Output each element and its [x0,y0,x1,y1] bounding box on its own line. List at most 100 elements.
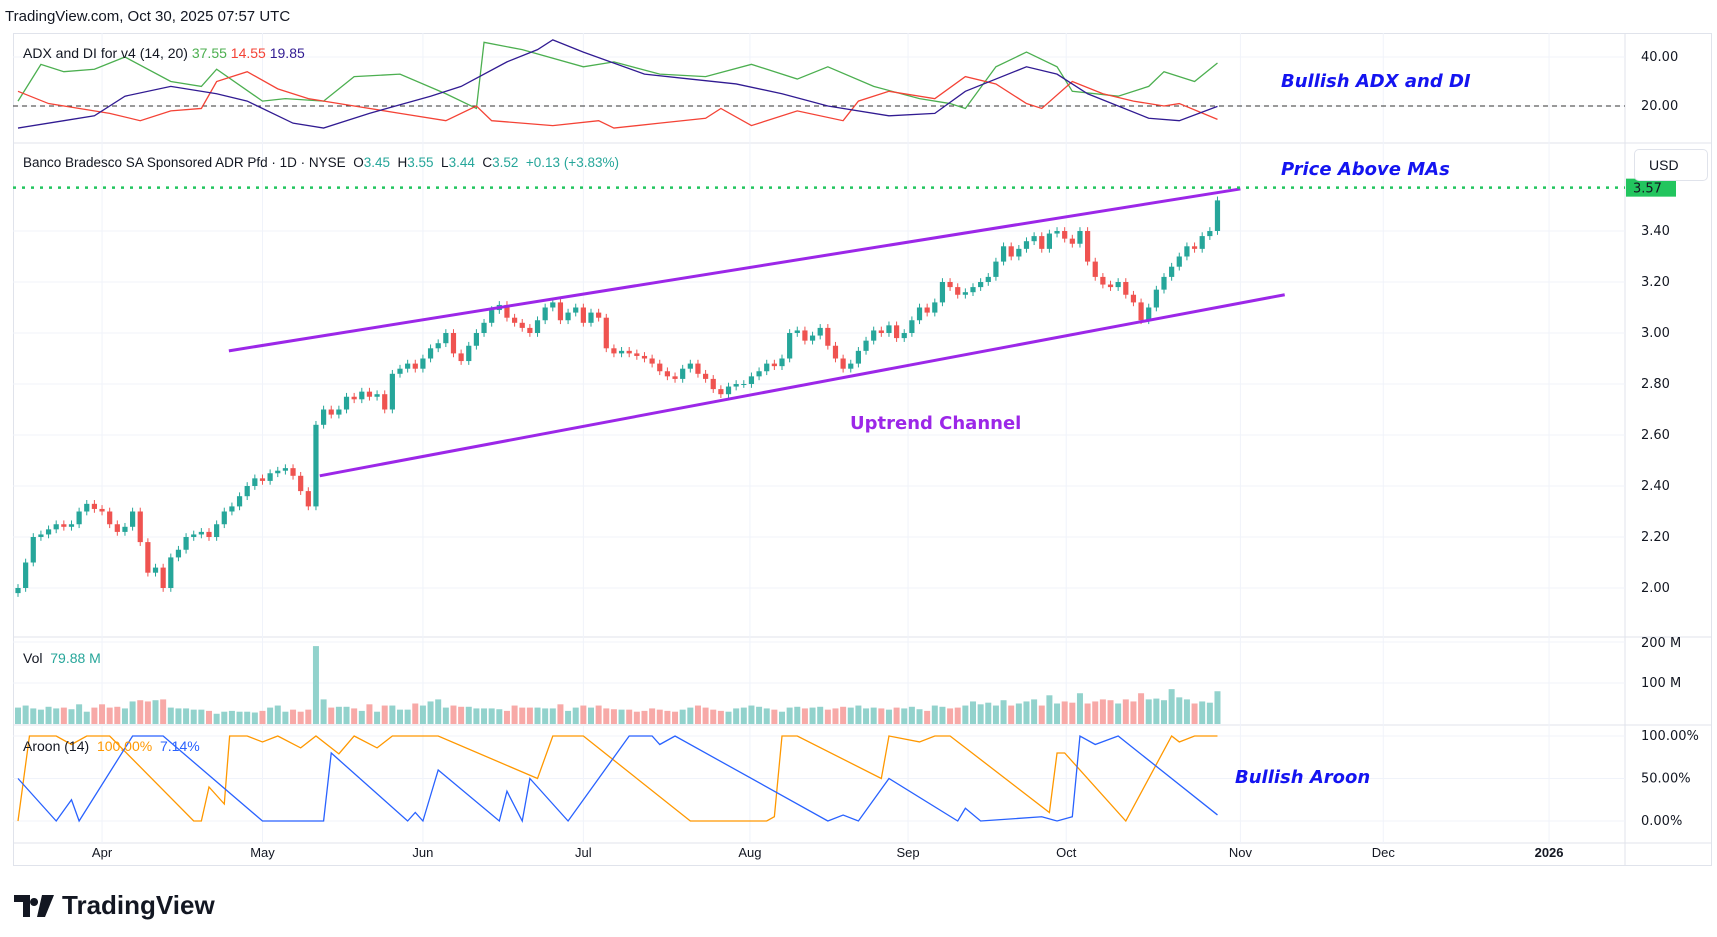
candle-body [359,391,365,400]
candle-body [840,358,846,369]
candle-body [328,409,334,415]
candle-body [1062,231,1068,239]
volume-bar [580,705,587,724]
volume-legend[interactable]: Vol 79.88 M [23,650,101,666]
volume-bar [458,706,465,724]
volume-bar [106,707,113,724]
volume-bar [343,706,350,724]
adx-tick-label: 40.00 [1641,50,1678,65]
candle-body [1046,233,1052,249]
candle-body [412,363,418,369]
volume-bar [572,707,579,724]
candle-body [741,384,747,385]
volume-bar [366,704,373,724]
volume-bar [144,701,151,724]
volume-bar [1038,705,1045,724]
candle-body [236,496,243,507]
candle-body [718,389,724,395]
candle-body [932,302,938,313]
x-tick-label: Apr [92,845,113,860]
candle-body [1176,256,1182,267]
volume-bar [725,711,732,724]
adx-legend[interactable]: ADX and DI for v4 (14, 20) 37.55 14.55 1… [23,45,305,61]
volume-bar [962,705,969,724]
candle-body [764,363,770,372]
high-label: H [397,155,408,170]
candle-body [611,348,617,354]
volume-bar [427,701,434,724]
candle-body [573,307,579,313]
volume-bar [282,711,289,724]
candle-body [641,355,648,359]
candle-body [886,325,892,333]
candle-body [366,391,373,397]
candle-body [817,327,823,336]
aroon-legend[interactable]: Aroon (14) 100.00% 7.14% [23,738,200,754]
candle-body [1214,200,1221,231]
price-tick-label: 3.20 [1641,275,1670,290]
x-tick-label: Nov [1229,845,1253,860]
candle-body [275,470,281,474]
candle-body [473,333,479,346]
volume-bar [1084,703,1091,724]
volume-bar [297,711,304,724]
volume-bar [114,706,121,724]
candle-body [458,353,464,362]
volume-bar [1191,703,1198,724]
volume-bar [137,700,144,724]
volume-bar [381,705,388,724]
volume-bar [717,710,724,724]
candle-body [229,506,235,512]
volume-bar [290,709,297,724]
low-value: 3.44 [448,155,475,170]
candle-body [382,394,388,410]
candle-body [1008,246,1014,257]
candle-body [1153,289,1159,308]
volume-bar [1069,702,1076,724]
volume-bar [305,709,312,724]
volume-bar [740,707,747,724]
volume-bar [259,710,266,724]
volume-bar [733,708,740,724]
candle-body [680,368,686,379]
candle-body [61,524,67,527]
volume-bar [1054,703,1061,724]
volume-bar [496,709,503,724]
candle-body [703,373,709,379]
candle-body [1016,248,1022,257]
aroon-up-line [17,735,1218,823]
volume-bar [1076,693,1083,724]
candle-body [970,287,976,293]
volume-bar [603,708,610,724]
candle-body [710,378,716,390]
aroon-tick-label: 0.00% [1641,814,1682,829]
volume-bar [588,707,594,724]
candle-body [160,567,166,588]
candle-body [1107,284,1114,288]
volume-bar [756,706,763,724]
tradingview-logo-icon [14,894,54,917]
change-value: +0.13 (+3.83%) [525,155,619,170]
candle-body [588,312,594,323]
tradingview-logo[interactable]: TradingView [14,890,215,921]
candle-body [130,511,136,527]
volume-bar [99,704,106,724]
volume-bar [1122,699,1129,724]
high-value: 3.55 [407,155,434,170]
candle-body [779,358,785,367]
volume-bar [748,705,755,724]
volume-bar [801,708,808,724]
volume-bar [1145,699,1152,724]
price-legend[interactable]: Banco Bradesco SA Sponsored ADR Pfd · 1D… [23,155,619,170]
volume-bar [763,708,770,724]
volume-bar [206,710,212,724]
volume-bar [129,701,136,724]
volume-bar [1107,700,1114,724]
candle-body [214,524,220,537]
candle-body [947,282,953,288]
currency-button[interactable]: USD [1634,149,1708,181]
volume-bar [1115,703,1122,724]
candle-body [405,363,411,369]
candle-body [397,368,403,374]
